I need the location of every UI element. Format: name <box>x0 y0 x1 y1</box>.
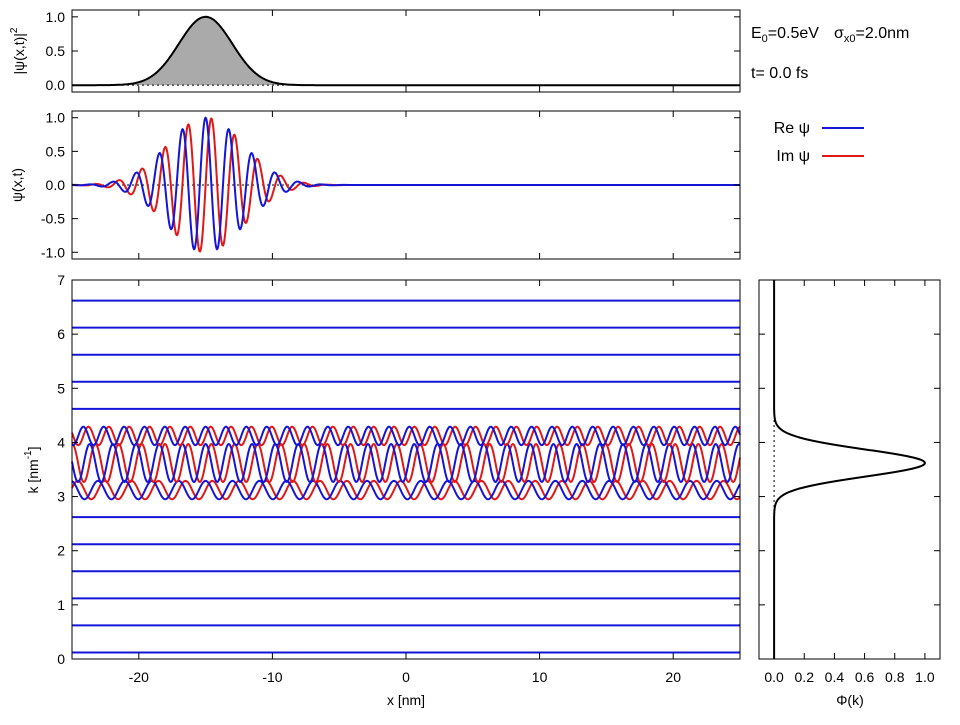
momentum-xtick-label: 0.4 <box>825 669 845 685</box>
density-xticks <box>138 10 674 92</box>
legend-re-label: Re ψ <box>774 120 810 137</box>
k-ytick-label: 2 <box>57 543 65 559</box>
wavefunction-ytick-label: 1.0 <box>46 110 66 126</box>
x-tick-label: -10 <box>262 669 282 685</box>
density-ylabel: |ψ(x,t)|2 <box>9 27 27 74</box>
k-ytick-label: 7 <box>57 272 65 288</box>
x-tick-label: 20 <box>665 669 681 685</box>
k-components-ylabel: k [nm-1] <box>23 446 41 493</box>
x-tick-label: 10 <box>532 669 548 685</box>
wavefunction-xticks <box>138 111 674 259</box>
momentum-curve <box>773 280 926 659</box>
momentum-xtick-label: 0.8 <box>885 669 905 685</box>
wavefunction-ytick-label: 0.0 <box>46 177 66 193</box>
x-tick-label: 0 <box>402 669 410 685</box>
density-area-fill <box>118 16 293 86</box>
k-ytick-label: 4 <box>57 434 65 450</box>
momentum-yticks <box>759 279 940 660</box>
info-block: E0=0.5eV σx0=2.0nm t= 0.0 fs <box>751 25 909 82</box>
k-ytick-label: 6 <box>57 326 65 342</box>
k-wave-im <box>71 479 741 501</box>
k-component-waves <box>71 299 741 654</box>
momentum-xtick-label: 0.2 <box>795 669 815 685</box>
momentum-xtick-label: 0.6 <box>855 669 875 685</box>
re-psi-curve <box>72 116 740 251</box>
density-panel: 1.0 0.5 0.0 |ψ(x,t)|2 <box>9 9 741 93</box>
energy-info: E0=0.5eV <box>751 25 819 45</box>
k-wave-im <box>71 425 741 447</box>
legend-im-label: Im ψ <box>776 148 810 165</box>
k-wave-re <box>71 479 741 501</box>
k-wave-re <box>71 443 741 484</box>
density-yticks: 1.0 0.5 0.0 <box>46 9 740 93</box>
k-components-yticks: 0 1 2 3 4 5 6 7 <box>57 272 740 667</box>
wavefunction-yticks: 1.0 0.5 0.0 -0.5 -1.0 <box>41 110 740 260</box>
density-curve <box>72 15 740 87</box>
density-ytick-label: 1.0 <box>46 9 66 25</box>
momentum-frame <box>758 279 941 660</box>
wavefunction-ytick-label: 0.5 <box>46 143 66 159</box>
momentum-xlabel: Φ(k) <box>836 692 864 708</box>
wavefunction-panel: 1.0 0.5 0.0 -0.5 -1.0 ψ(x,t) <box>9 110 741 260</box>
k-ytick-label: 5 <box>57 380 65 396</box>
k-components-xticks: -20 -10 0 10 20 <box>129 280 681 685</box>
sigma-info: σx0=2.0nm <box>834 25 909 45</box>
k-components-panel: 0 1 2 3 4 5 6 7 -20 -10 0 10 20 k [nm-1] x [nm] <box>23 272 741 708</box>
legend: Re ψ Im ψ <box>774 120 864 165</box>
momentum-xticks: 0.0 0.2 0.4 0.6 0.8 1.0 <box>764 280 935 685</box>
x-axis-label: x [nm] <box>387 692 425 708</box>
wavefunction-ylabel: ψ(x,t) <box>9 168 25 202</box>
wavefunction-ytick-label: -0.5 <box>41 211 65 227</box>
k-wave-re <box>71 425 741 447</box>
time-info: t= 0.0 fs <box>751 65 808 82</box>
k-ytick-label: 0 <box>57 651 65 667</box>
momentum-xtick-label: 0.0 <box>764 669 784 685</box>
density-ytick-label: 0.0 <box>46 77 66 93</box>
k-ytick-label: 1 <box>57 597 65 613</box>
wavefunction-ytick-label: -1.0 <box>41 244 65 260</box>
density-ytick-label: 0.5 <box>46 43 66 59</box>
k-ytick-label: 3 <box>57 489 65 505</box>
momentum-xtick-label: 1.0 <box>915 669 935 685</box>
x-tick-label: -20 <box>129 669 149 685</box>
momentum-panel: 0.0 0.2 0.4 0.6 0.8 1.0 Φ(k) <box>758 279 941 708</box>
